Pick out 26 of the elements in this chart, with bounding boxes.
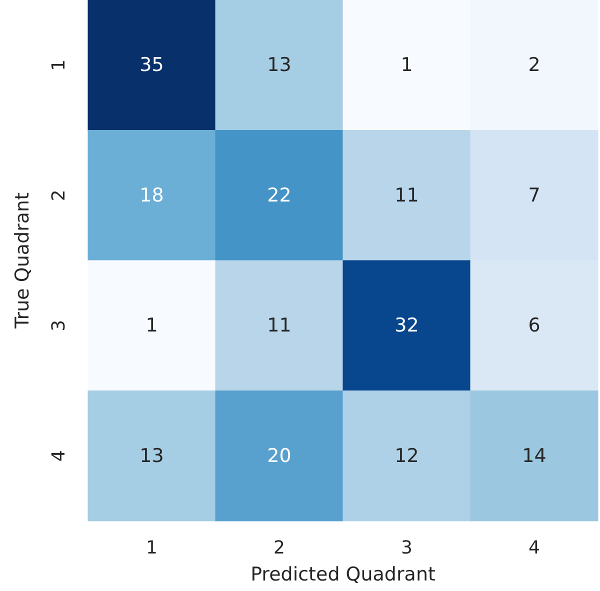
data-label: 11 [394,184,419,206]
x-tick-label: 3 [401,538,412,558]
data-label: 11 [267,314,292,337]
data-label: 7 [528,184,540,206]
y-tick-label: 1 [48,59,70,71]
data-label: 2 [528,54,540,76]
data-label: 35 [140,54,164,76]
data-label: 20 [267,444,292,467]
x-tick-label: 4 [528,538,540,558]
data-label: 32 [394,314,419,337]
x-axis-title: Predicted Quadrant [250,564,436,586]
data-label: 22 [267,184,292,206]
y-axis-title: True Quadrant [12,192,34,330]
data-label: 14 [522,444,546,467]
y-tick-label: 4 [48,450,70,462]
y-tick-label: 2 [48,190,70,202]
x-tick-label: 1 [146,538,158,558]
data-label: 12 [394,444,419,467]
x-tick-label: 2 [274,538,285,558]
data-label: 6 [528,314,540,337]
data-label: 13 [140,444,164,467]
data-label: 1 [400,54,413,76]
data-label: 18 [140,184,164,206]
y-tick-label: 3 [48,320,70,332]
data-label: 13 [267,54,292,76]
data-label: 1 [146,314,158,337]
